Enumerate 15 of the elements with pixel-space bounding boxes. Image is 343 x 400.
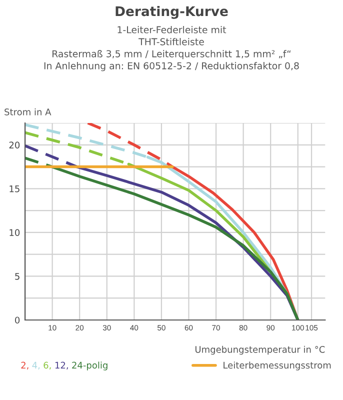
text: 24-polig [72,362,108,370]
y-tick-label: 0 [15,316,20,324]
y-tick-label: 10 [10,229,20,236]
x-axis-title: Umgebungstemperatur in °C [195,346,325,355]
legend-label: Leiterbemessungsstrom [224,362,331,370]
y-tick-label: 15 [10,186,20,192]
text: 4, [32,362,40,370]
chart-title: Derating-Kurve [116,6,228,19]
text: 6, [44,362,51,370]
y-axis-title: Strom in A [4,108,52,116]
text: 2, [21,362,28,370]
text: 12, [55,362,68,370]
y-tick-label: 5 [15,273,20,280]
y-tick-label: 20 [9,142,20,148]
chart-subtitle: 1-Leiter-Federleiste mit THT-Stiftleiste Rastermaß 3,5 mm / Leiterquerschnitt 1,5 mm² „f“ In Anlehnung an: EN 60512-5-2 / Reduktionsfaktor 0,8 [44,26,299,72]
